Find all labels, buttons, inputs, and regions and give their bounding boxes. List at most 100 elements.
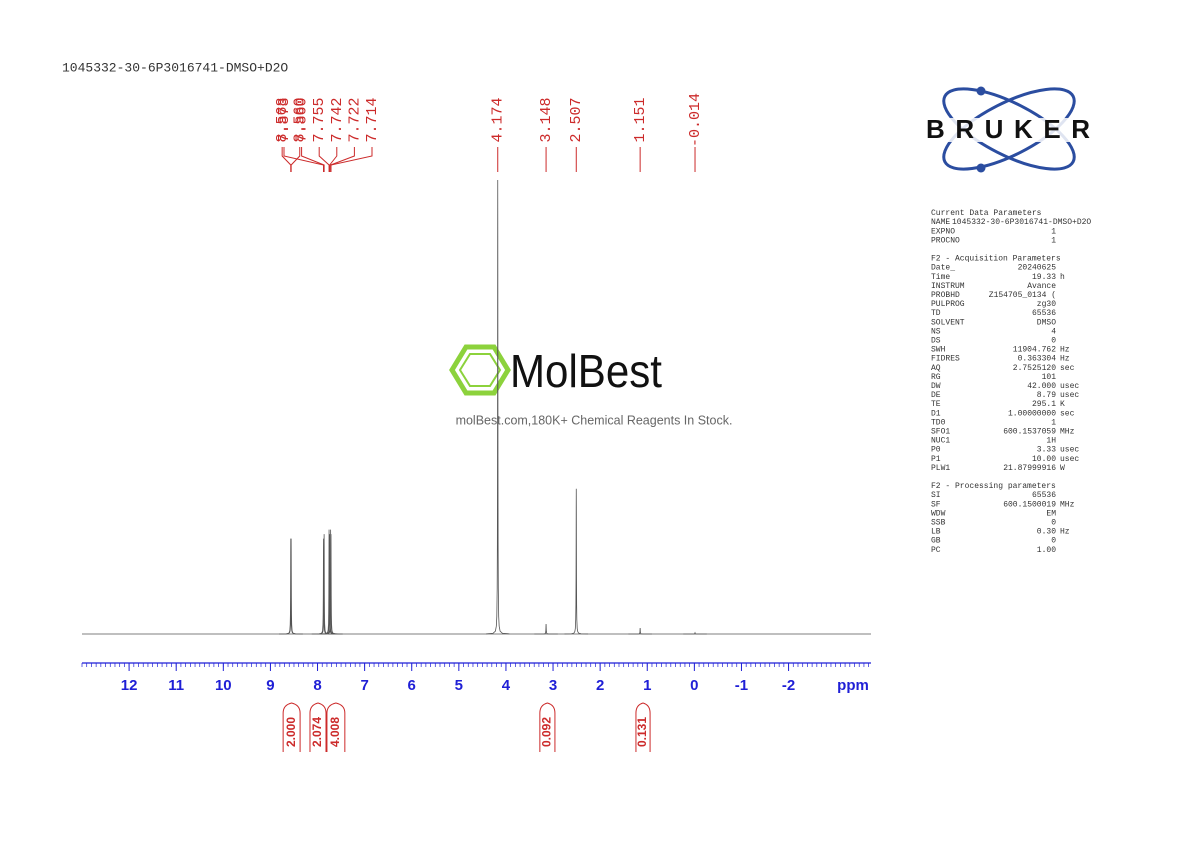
parameter-name: PC [931,546,941,555]
peak-label: 4.174 [490,97,507,142]
parameter-value: 8.79 [1037,391,1056,400]
parameter-name: AQ [931,364,941,373]
parameter-unit: h [1060,273,1065,282]
parameter-value: 0 [1051,337,1056,346]
parameter-name: NUC1 [931,437,950,446]
spectrum-title: 1045332-30-6P3016741-DMSO+D2O [62,60,288,75]
parameter-name: GB [931,537,941,546]
parameter-unit: usec [1060,391,1079,400]
x-tick-label: 0 [690,677,698,694]
parameter-name: D1 [931,409,941,418]
parameter-value: 65536 [1032,309,1056,318]
parameter-name: SFO1 [931,428,950,437]
watermark-name: MolBest [510,345,662,397]
parameter-name: PULPROG [931,300,965,309]
parameter-value: 4 [1051,327,1056,336]
x-tick-label: 6 [408,677,416,694]
peak-leader [318,147,330,172]
peak [564,488,589,635]
peak-label: 1.151 [632,97,649,142]
parameter-unit: usec [1060,382,1079,391]
peak [317,529,341,635]
parameter-name: PLW1 [931,464,950,473]
peak [485,179,510,635]
parameter-unit: Hz [1060,528,1070,537]
parameter-unit: W [1060,464,1065,473]
peak-label: 3.148 [538,97,555,142]
logo-dot [976,163,986,173]
parameter-value: zg30 [1037,300,1056,309]
logo-orbit [942,87,1076,171]
integral-label: 0.131 [635,717,649,747]
parameter-name: DE [931,391,941,400]
integral-label: 4.008 [328,717,342,747]
parameter-name: PROCNO [931,236,960,245]
parameter-name: DS [931,337,941,346]
parameter-value: Avance [1027,282,1056,291]
logo-backdrop [924,118,1092,142]
parameter-name: DW [931,382,941,391]
integral-label: 0.092 [540,717,554,747]
x-tick-label: 5 [455,677,463,694]
parameter-name: SWH [931,346,946,355]
parameter-unit: Hz [1060,346,1070,355]
watermark-tagline: molBest.com,180K+ Chemical Reagents In S… [456,413,733,427]
parameter-value: 20240625 [1018,264,1057,273]
parameter-name: WDW [931,509,946,518]
peak [279,538,303,635]
parameter-value: 1H [1046,437,1056,446]
x-tick-label: 10 [215,677,232,694]
peak-leader [290,147,301,172]
parameter-name: Time [931,273,950,282]
parameter-name: P1 [931,455,941,464]
peak-leader [301,147,325,172]
parameter-value: 600.1537059 [1003,428,1056,437]
parameter-unit: MHz [1060,500,1075,509]
peak-label: 7.722 [346,97,363,142]
peak [683,631,707,635]
parameter-value: 101 [1042,373,1057,382]
parameter-value: 600.1500019 [1003,500,1056,509]
parameter-name: SF [931,500,941,509]
parameter-value: 19.33 [1032,273,1056,282]
x-tick-label: 2 [596,677,604,694]
x-tick-label: 11 [168,677,184,694]
parameter-name: Date_ [931,264,955,273]
peak-leader [330,147,373,172]
x-tick-label: -2 [782,677,795,694]
peak-label: 8.560 [292,97,309,142]
x-tick-label: 3 [549,677,557,694]
peak-label: 7.742 [329,97,346,142]
parameter-unit: MHz [1060,428,1075,437]
integral-bracket [282,702,301,752]
parameter-value: Z154705_0134 ( [989,291,1056,300]
peak-label: 2.507 [568,97,585,142]
parameter-unit: K [1060,400,1065,409]
peak [312,534,336,635]
parameter-name: TE [931,400,941,409]
parameter-value: 65536 [1032,491,1056,500]
logo-orbit [942,87,1076,171]
x-tick-label: 12 [121,677,138,694]
integral-bracket [635,702,651,752]
x-tick-label: 4 [502,677,511,694]
parameter-unit: sec [1060,364,1075,373]
parameter-value: 295.1 [1032,400,1056,409]
parameter-name: NS [931,327,941,336]
peak [317,534,342,635]
parameter-value: 1 [1051,418,1056,427]
parameter-name: TD [931,309,941,318]
parameter-name: SI [931,491,941,500]
parameter-value: 0.30 [1037,528,1056,537]
x-tick-label: 7 [360,677,368,694]
parameter-name: NAME [931,218,950,227]
watermark-ring [458,353,502,387]
parameter-name: PROBHD [931,291,960,300]
parameter-name: TD0 [931,418,946,427]
parameter-value: 42.000 [1027,382,1056,391]
peak-label: 7.873 [276,97,293,142]
peak [319,534,343,635]
